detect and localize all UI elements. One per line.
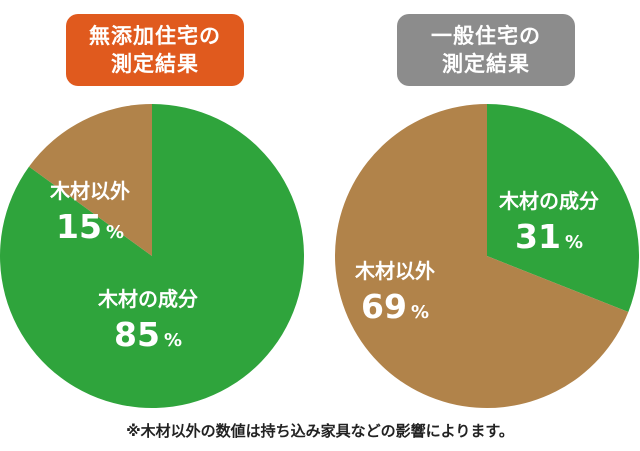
chart-title-left-line2: 測定結果 bbox=[111, 52, 199, 76]
pie-1-slice-0 bbox=[487, 104, 640, 312]
pie-1-label-0: 木材の成分 bbox=[498, 189, 599, 213]
chart-title-right: 一般住宅の 測定結果 bbox=[397, 14, 575, 86]
pie-0-label-1: 木材以外 bbox=[49, 179, 130, 203]
chart-title-right-line2: 測定結果 bbox=[442, 52, 530, 76]
pie-0-value-0: 85% bbox=[114, 315, 182, 354]
pie-1-value-0: 31% bbox=[515, 217, 583, 256]
pie-1-value-1: 69% bbox=[361, 287, 429, 326]
pie-0-value-1: 15% bbox=[56, 207, 124, 246]
chart-title-right-line1: 一般住宅の bbox=[431, 24, 541, 48]
pie-1-slice-1 bbox=[335, 104, 629, 409]
pie-0-slice-1 bbox=[29, 104, 153, 256]
pie-0-label-0: 木材の成分 bbox=[97, 287, 198, 311]
footnote: ※木材以外の数値は持ち込み家具などの影響によります。 bbox=[126, 422, 514, 440]
pie-0-slice-0 bbox=[0, 103, 305, 408]
pie-1-label-1: 木材以外 bbox=[354, 259, 435, 283]
chart-title-left: 無添加住宅の 測定結果 bbox=[66, 14, 244, 86]
chart-title-left-line1: 無添加住宅の bbox=[89, 24, 221, 48]
